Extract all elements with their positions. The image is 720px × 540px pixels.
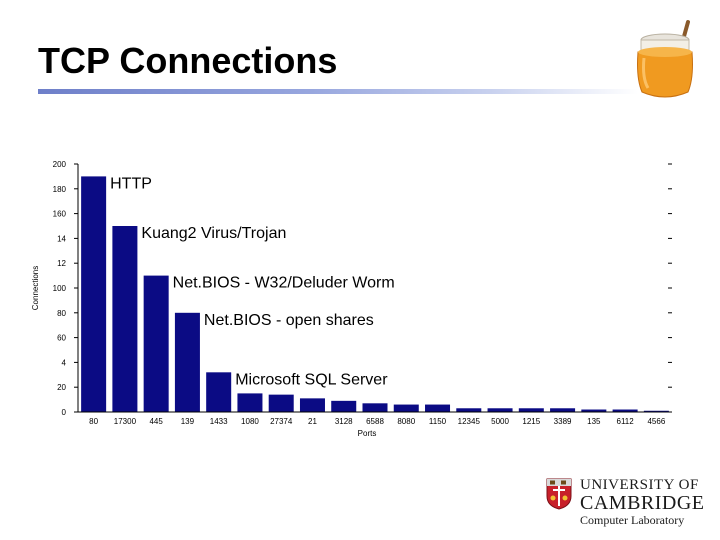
logo-line-3: Computer Laboratory <box>580 513 685 527</box>
bar-1080 <box>237 393 263 412</box>
bar-17300 <box>112 226 138 412</box>
y-tick-label: 200 <box>53 160 67 169</box>
bar-1150 <box>425 404 451 412</box>
bar-27374 <box>268 394 294 412</box>
honey-jar-icon <box>637 20 693 98</box>
bar-8080 <box>393 404 419 412</box>
bar-6112 <box>612 409 638 412</box>
x-tick-label: 3389 <box>554 417 572 426</box>
x-tick-label: 8080 <box>397 417 415 426</box>
y-tick-label: 14 <box>57 234 66 243</box>
slide-title: TCP Connections <box>38 40 338 81</box>
bar-1433 <box>206 372 232 412</box>
y-tick-label: 100 <box>53 284 67 293</box>
cambridge-logo: UNIVERSITY OF CAMBRIDGE Computer Laborat… <box>580 477 705 527</box>
y-tick-label: 20 <box>57 383 66 392</box>
bar-445 <box>143 275 169 412</box>
bar-4566 <box>643 410 669 412</box>
y-tick-label: 12 <box>57 259 66 268</box>
x-tick-label: 1080 <box>241 417 259 426</box>
title-underline <box>38 89 638 94</box>
bar-21 <box>299 398 325 412</box>
bar-annotation: Net.BIOS - W32/Deluder Worm <box>173 275 395 292</box>
bar-annotation: Net.BIOS - open shares <box>204 312 374 329</box>
y-tick-label: 0 <box>62 408 67 417</box>
y-tick-label: 180 <box>53 185 67 194</box>
y-tick-label: 160 <box>53 210 67 219</box>
bar-annotation: Kuang2 Virus/Trojan <box>141 225 286 242</box>
x-tick-label: 139 <box>181 417 195 426</box>
x-tick-label: 27374 <box>270 417 293 426</box>
x-tick-label: 17300 <box>114 417 137 426</box>
y-tick-label: 80 <box>57 309 66 318</box>
bar-5000 <box>487 408 513 412</box>
bar-135 <box>581 409 607 412</box>
x-tick-label: 4566 <box>647 417 665 426</box>
x-tick-label: 3128 <box>335 417 353 426</box>
y-axis-label: Connections <box>31 266 40 310</box>
y-tick-label: 4 <box>62 358 67 367</box>
x-tick-label: 80 <box>89 417 98 426</box>
bar-1215 <box>518 408 544 412</box>
x-tick-label: 21 <box>308 417 317 426</box>
x-tick-label: 445 <box>149 417 163 426</box>
bar-6588 <box>362 403 388 412</box>
x-tick-label: 135 <box>587 417 601 426</box>
bar-12345 <box>456 408 482 412</box>
bar-annotation: Microsoft SQL Server <box>235 371 388 388</box>
bar-139 <box>174 312 200 412</box>
x-tick-label: 5000 <box>491 417 509 426</box>
bar-annotation: HTTP <box>110 175 152 192</box>
x-tick-label: 6112 <box>617 417 635 426</box>
bar-3128 <box>331 400 357 412</box>
bar-80 <box>81 176 107 412</box>
x-tick-label: 6588 <box>366 417 384 426</box>
bar-3389 <box>550 408 576 412</box>
x-tick-label: 1215 <box>522 417 540 426</box>
university-crest-icon <box>546 478 572 510</box>
logo-line-2: CAMBRIDGE <box>580 492 705 514</box>
x-tick-label: 12345 <box>458 417 481 426</box>
x-tick-label: 1433 <box>210 417 228 426</box>
y-tick-label: 60 <box>57 334 66 343</box>
x-tick-label: 1150 <box>429 417 447 426</box>
logo-line-1: UNIVERSITY OF <box>580 477 699 493</box>
x-axis-label: Ports <box>358 429 377 438</box>
